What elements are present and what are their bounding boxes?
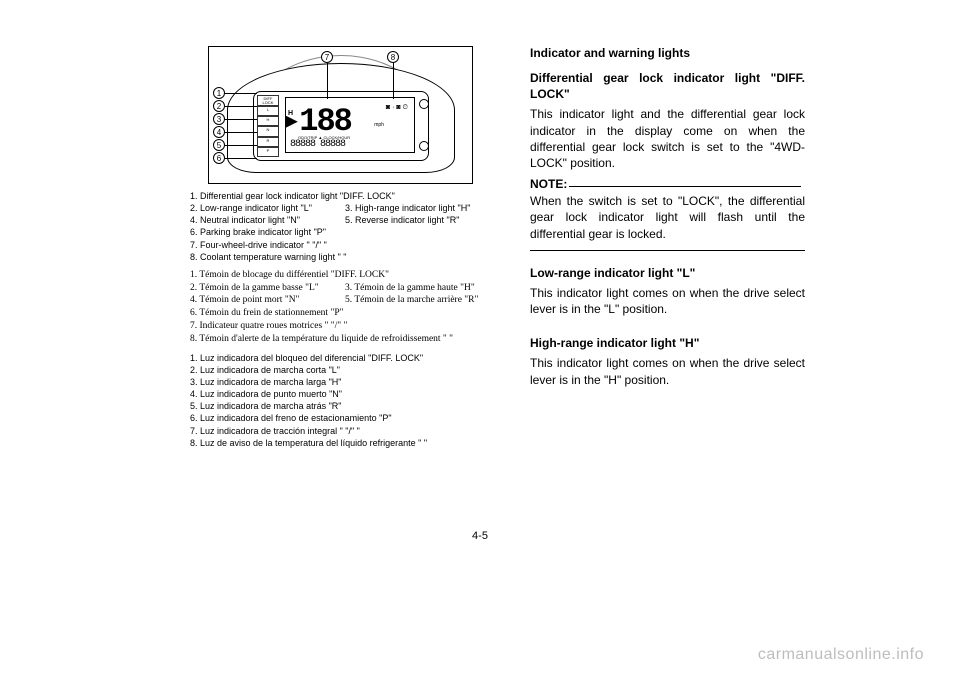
en-1: 1. Differential gear lock indicator ligh… (190, 190, 500, 202)
en-8-text: 8. Coolant temperature warning light " " (190, 252, 346, 262)
page-number: 4-5 (472, 530, 488, 542)
en-2: 2. Low-range indicator light "L" (190, 202, 345, 214)
es-6: 6. Luz indicadora del freno de estaciona… (190, 412, 500, 424)
cell-p: P (257, 147, 279, 157)
en-7-text: 7. Four-wheel-drive indicator " "/" " (190, 240, 327, 250)
lcd-labels: ODO/TRIP ▲ CLOCK/HOUR (298, 135, 350, 140)
lead-1 (225, 93, 257, 94)
es-4: 4. Luz indicadora de punto muerto "N" (190, 388, 500, 400)
es-3: 3. Luz indicadora de marcha larga "H" (190, 376, 500, 388)
lcd-bottom: 88888 88888 (290, 139, 345, 150)
es-7: 7. Luz indicadora de tracción integral "… (190, 425, 500, 437)
fr-5: 5. Témoin de la marche arrière "R" (345, 294, 500, 307)
sec2-title: Low-range indicator light "L" (530, 265, 805, 281)
sec1-body: This indicator light and the differentia… (530, 106, 805, 171)
lcd-panel: H ▸188 mph ◙ · ◙ ⏲ 88888 88888 ODO/TRIP … (285, 97, 415, 153)
fr-1: 1. Témoin de blocage du différentiel "DI… (190, 269, 500, 282)
note-row: NOTE: (530, 175, 805, 193)
en-7: 7. Four-wheel-drive indicator " "/" " (190, 239, 500, 251)
en-4: 4. Neutral indicator light "N" (190, 214, 345, 226)
fr-8: 8. Témoin d'alerte de la température du … (190, 333, 500, 346)
dashboard-diagram: DIFF LOCK L H N R P H ▸188 mph ◙ · ◙ ⏲ 8… (208, 46, 473, 184)
fr-3: 3. Témoin de la gamme haute "H" (345, 282, 500, 295)
cell-n: N (257, 126, 279, 136)
lead-8 (393, 63, 394, 99)
cell-diff-lock: DIFF LOCK (257, 95, 279, 106)
lead-5 (225, 145, 257, 146)
es-1: 1. Luz indicadora del bloqueo del difere… (190, 352, 500, 364)
lead-2 (225, 106, 257, 107)
lead-6 (225, 158, 257, 159)
legend-es: 1. Luz indicadora del bloqueo del difere… (190, 352, 500, 449)
lead-4 (225, 132, 257, 133)
separator-1 (530, 250, 805, 251)
callout-1: 1 (213, 87, 225, 99)
lead-3 (225, 119, 257, 120)
note-rule (569, 181, 801, 187)
note-body: When the switch is set to "LOCK", the di… (530, 193, 805, 242)
legend-en: 1. Differential gear lock indicator ligh… (190, 190, 500, 263)
note-label: NOTE: (530, 177, 567, 191)
es-5: 5. Luz indicadora de marcha atrás "R" (190, 400, 500, 412)
page: DIFF LOCK L H N R P H ▸188 mph ◙ · ◙ ⏲ 8… (0, 0, 960, 678)
callout-8: 8 (387, 51, 399, 63)
en-8: 8. Coolant temperature warning light " " (190, 251, 500, 263)
left-column: DIFF LOCK L H N R P H ▸188 mph ◙ · ◙ ⏲ 8… (190, 46, 500, 449)
lead-7 (327, 63, 328, 99)
en-6: 6. Parking brake indicator light "P" (190, 226, 500, 238)
callout-2: 2 (213, 100, 225, 112)
indicator-strip: DIFF LOCK L H N R P (257, 95, 279, 157)
legend-fr: 1. Témoin de blocage du différentiel "DI… (190, 269, 500, 346)
sec1-title: Differential gear lock indicator light "… (530, 70, 805, 102)
fr-4: 4. Témoin de point mort "N" (190, 294, 345, 307)
sec2-body: This indicator light comes on when the d… (530, 285, 805, 317)
callout-6: 6 (213, 152, 225, 164)
fr-7: 7. Indicateur quatre roues motrices " "/… (190, 320, 500, 333)
right-column: Indicator and warning lights Differentia… (530, 46, 805, 392)
callout-3: 3 (213, 113, 225, 125)
en-5: 5. Reverse indicator light "R" (345, 214, 500, 226)
button-2 (419, 141, 429, 151)
watermark: carmanualsonline.info (758, 646, 924, 664)
cell-h: H (257, 116, 279, 126)
lcd-icons: ◙ · ◙ ⏲ (386, 104, 408, 112)
heading-indicators: Indicator and warning lights (530, 46, 805, 60)
sec3-body: This indicator light comes on when the d… (530, 355, 805, 387)
en-3: 3. High-range indicator light "H" (345, 202, 500, 214)
es-2: 2. Luz indicadora de marcha corta "L" (190, 364, 500, 376)
lcd-mph: mph (374, 122, 384, 128)
lcd-main: ▸188 (282, 100, 351, 140)
fr-6: 6. Témoin du frein de stationnement "P" (190, 307, 500, 320)
button-1 (419, 99, 429, 109)
callout-4: 4 (213, 126, 225, 138)
cell-r: R (257, 137, 279, 147)
cell-l: L (257, 106, 279, 116)
fr-2: 2. Témoin de la gamme basse "L" (190, 282, 345, 295)
callout-5: 5 (213, 139, 225, 151)
sec3-title: High-range indicator light "H" (530, 335, 805, 351)
callout-7: 7 (321, 51, 333, 63)
es-8: 8. Luz de aviso de la temperatura del lí… (190, 437, 500, 449)
